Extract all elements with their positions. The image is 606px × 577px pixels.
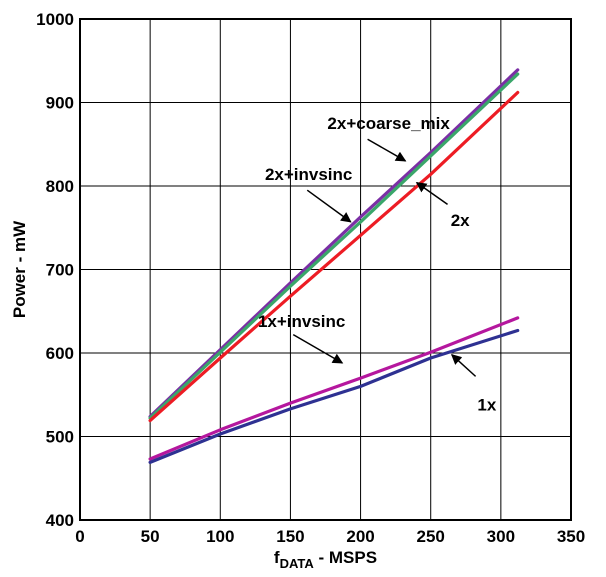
annotation-label-2x-coarse-mix: 2x+coarse_mix: [327, 114, 450, 133]
grid: [80, 19, 571, 520]
y-tick-label: 400: [46, 511, 74, 530]
annotation-label-2x: 2x: [451, 211, 470, 230]
x-axis-title-subscript: DATA: [280, 556, 315, 571]
series-line-1x-invsinc: [148, 316, 520, 461]
annotation-arrow-2x: [415, 182, 448, 205]
series-line-1x: [148, 328, 520, 464]
annotation-label-2x-invsinc: 2x+invsinc: [265, 165, 352, 184]
y-axis-title: Power - mW: [10, 220, 29, 318]
plot-frame: [79, 18, 572, 521]
x-tick-label: 100: [206, 527, 234, 546]
annotations: 2x+coarse_mix 2x+invsinc 2x 1x+invsinc 1x: [258, 114, 497, 414]
x-tick-label: 300: [487, 527, 515, 546]
annotation-label-1x-invsinc: 1x+invsinc: [258, 312, 345, 331]
x-tick-label: 200: [346, 527, 374, 546]
annotation-label-1x: 1x: [477, 396, 496, 415]
x-tick-label: 250: [417, 527, 445, 546]
y-tick-label: 500: [46, 428, 74, 447]
series-line-2x-coarse-mix: [148, 72, 520, 420]
x-axis-title-main: f: [274, 548, 280, 567]
annotation-arrow-1x-invsinc: [292, 333, 344, 364]
x-tick-label: 0: [75, 527, 84, 546]
tick-labels: 0 50 100 150 200 250 300 350 400 500 600 700 800 900 1…: [36, 10, 585, 546]
x-axis-title: fDATA - MSPS: [274, 548, 377, 571]
y-tick-label: 1000: [36, 10, 74, 29]
x-axis-title-suffix: - MSPS: [314, 548, 377, 567]
series-lines: [148, 68, 520, 464]
annotation-arrow-2x-invsinc: [306, 189, 352, 223]
x-tick-label: 50: [141, 527, 160, 546]
y-tick-label: 900: [46, 94, 74, 113]
annotation-arrow-2x-coarse-mix: [367, 138, 407, 162]
series-line-2x: [148, 90, 520, 423]
x-tick-label: 150: [276, 527, 304, 546]
x-tick-label: 350: [557, 527, 585, 546]
annotation-arrow-1x: [450, 353, 477, 377]
series-line-2x-invsinc: [148, 68, 520, 419]
y-tick-label: 700: [46, 261, 74, 280]
y-tick-label: 800: [46, 177, 74, 196]
y-tick-label: 600: [46, 344, 74, 363]
